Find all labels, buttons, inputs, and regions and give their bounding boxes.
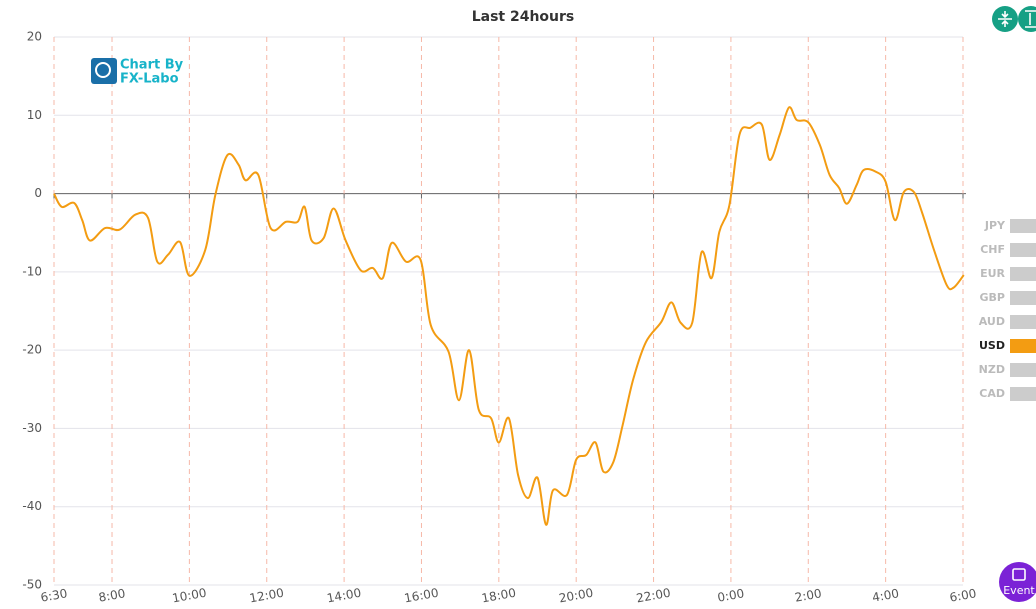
x-tick-label: 20:00	[558, 586, 594, 606]
legend-label: USD	[979, 339, 1005, 352]
y-tick-label: -20	[22, 343, 42, 357]
legend-swatch	[1010, 363, 1036, 377]
y-tick-label: 0	[34, 186, 42, 200]
x-tick-label: 4:00	[871, 586, 900, 604]
legend-swatch	[1010, 315, 1036, 329]
event-label[interactable]: Event	[1003, 584, 1035, 597]
event-icon	[1012, 568, 1026, 581]
y-tick-label: -50	[22, 578, 42, 592]
x-tick-label: 10:00	[171, 586, 207, 606]
legend-label: AUD	[979, 315, 1005, 328]
x-tick-label: 16:00	[403, 586, 439, 606]
x-tick-label: 12:00	[248, 586, 284, 606]
collapse-icon	[998, 11, 1012, 27]
y-tick-label: -40	[22, 499, 42, 513]
y-tick-label: -10	[22, 264, 42, 278]
logo-icon	[91, 58, 117, 84]
plot: -50 -40 -30 -20 -10 0 10 20 6:30 8:00 10:00 12:00 14…	[22, 30, 977, 606]
x-tick-label: 0:00	[716, 586, 745, 604]
x-tick-label: 22:00	[635, 586, 671, 606]
x-tick-label: 6:30	[39, 586, 68, 604]
legend-label: JPY	[984, 219, 1006, 232]
legend-label: NZD	[979, 363, 1005, 376]
x-tick-label: 8:00	[97, 586, 126, 604]
logo-lens	[95, 62, 111, 78]
y-tick-label: 20	[27, 30, 42, 44]
legend-swatch	[1010, 339, 1036, 353]
data-line	[53, 106, 965, 526]
legend-swatch	[1010, 243, 1036, 257]
legend-label: EUR	[980, 267, 1005, 280]
legend-swatch	[1010, 291, 1036, 305]
logo-text: FX-Labo	[120, 72, 179, 87]
logo: Chart By FX-Labo	[91, 58, 184, 87]
y-tick-label: -30	[22, 421, 42, 435]
chart-title: Last 24hours	[472, 9, 575, 25]
x-tick-label: 14:00	[326, 586, 362, 606]
logo-text: Chart By	[120, 58, 184, 73]
expand-icon	[1025, 10, 1036, 28]
legend-label: CHF	[980, 243, 1005, 256]
expand-button[interactable]	[1018, 6, 1036, 32]
legend-swatch	[1010, 267, 1036, 281]
legend-label: GBP	[980, 291, 1005, 304]
legend-label: CAD	[979, 387, 1005, 400]
legend-swatch	[1010, 387, 1036, 401]
x-tick-label: 6:00	[948, 586, 977, 604]
event-button[interactable]	[999, 562, 1036, 602]
legend-swatch	[1010, 219, 1036, 233]
legend: JPY CHF EUR GBP AUD USD NZD CAD	[979, 219, 1036, 401]
x-tick-label: 2:00	[794, 586, 823, 604]
y-tick-label: 10	[27, 108, 42, 122]
x-tick-label: 18:00	[480, 586, 516, 606]
